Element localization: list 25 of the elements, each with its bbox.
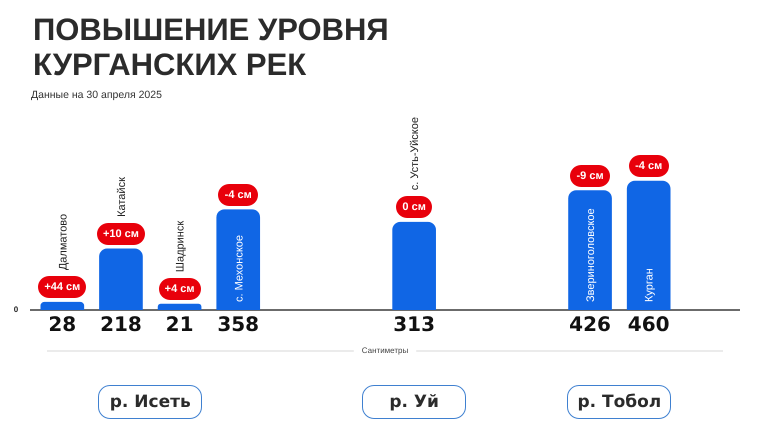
bar xyxy=(216,209,260,310)
bar xyxy=(158,304,202,310)
x-tick-label: с. Мехонское xyxy=(233,234,246,302)
x-tick-label: Курган xyxy=(644,268,656,302)
bar xyxy=(568,190,612,310)
data-label: 21 xyxy=(166,312,194,336)
bar xyxy=(40,302,84,310)
bar xyxy=(626,180,671,310)
x-axis-title: Сантиметры xyxy=(362,346,408,356)
text: 0 xyxy=(14,305,19,314)
x-tick-label: Звериноголовское xyxy=(585,208,598,302)
bar xyxy=(392,222,436,310)
data-label: 313 xyxy=(393,312,436,336)
data-label: 426 xyxy=(569,312,611,336)
x-tick-label: Шадринск xyxy=(174,220,187,272)
data-label: 28 xyxy=(48,312,76,336)
data-label: 460 xyxy=(628,312,670,336)
x-tick-label: Далматово xyxy=(57,214,70,270)
bar xyxy=(99,248,143,310)
x-tick-label: с. Усть-Уйское xyxy=(409,117,422,190)
x-tick-label: Катайск xyxy=(116,176,128,217)
chart-subtitle: Данные на 30 апреля 2025 xyxy=(31,88,162,102)
chart-title: ПОВЫШЕНИЕ УРОВНЯ КУРГАНСКИХ РЕК xyxy=(33,12,390,82)
data-label: 218 xyxy=(100,312,142,336)
data-label: 358 xyxy=(217,312,260,336)
